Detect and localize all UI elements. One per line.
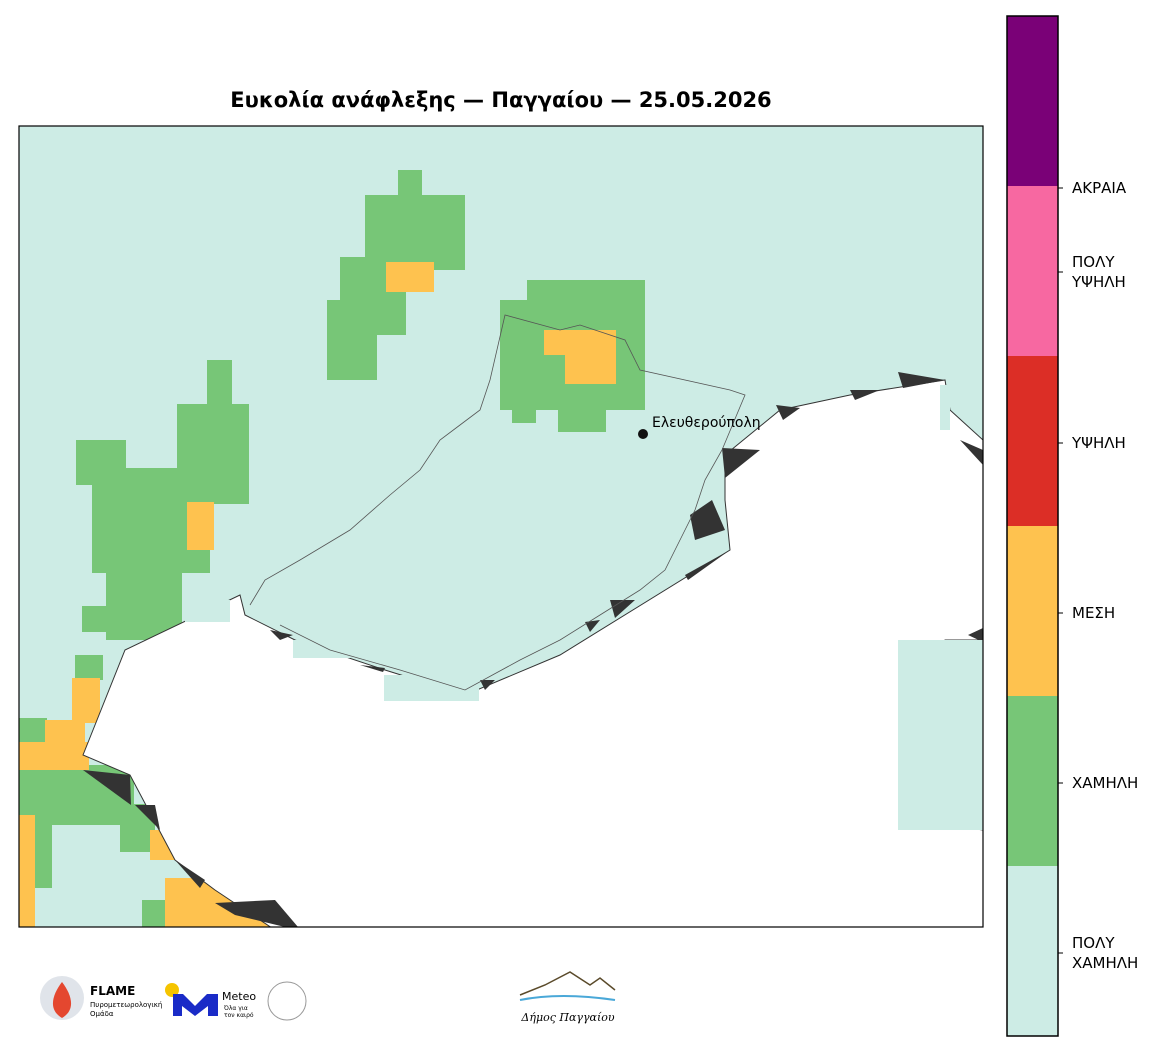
flame-icon [52,982,72,1018]
colorbar-label: ΑΚΡΑΙΑ [1072,179,1127,197]
meteo-slogan: Όλα για [223,1005,248,1012]
colorbar-segment [1007,866,1058,1036]
colorbar-label: ΠΟΛΥ [1072,253,1115,271]
municipality-logo [519,971,616,996]
flame-name: FLAME [90,984,135,998]
colorbar-segment [1007,16,1058,186]
municipality-name: Δήμος Παγγαίου [520,1011,614,1024]
municipality-wave [519,995,616,1001]
colorbar-segment [1007,356,1058,526]
coast-mask [83,372,983,927]
colorbar: ΠΟΛΥ ΧΑΜΗΛΗ ΧΑΜΗΛΗ ΜΕΣΗ ΥΨΗΛΗ ΠΟΛΥ ΥΨΗΛΗ ΑΚΡΑΙΑ [1006,15,1138,1037]
meteo-sun [165,983,179,997]
colorbar-segment [1007,186,1058,356]
municipality-boundary [249,314,746,691]
colorbar-segment [1007,526,1058,696]
place-marker [638,429,648,439]
colorbar-segment [1007,696,1058,866]
meteo-name: Meteo [222,990,256,1003]
meteo-slogan: τον καιρό [224,1012,254,1019]
colorbar-label: ΠΟΛΥ [1072,934,1115,952]
place-label: Ελευθερούπολη [652,415,761,431]
colorbar-label: ΥΨΗΛΗ [1071,273,1126,291]
flame-subtitle: Ομάδα [90,1010,114,1018]
logos: FLAME Πυρομετεωρολογική Ομάδα Meteo Όλα … [40,971,616,1024]
map-frame [18,125,984,928]
seal [267,981,307,1021]
map-title: Ευκολία ανάφλεξης — Παγγαίου — 25.05.202… [230,88,771,112]
colorbar-label: ΜΕΣΗ [1072,604,1115,622]
colorbar-label: ΧΑΜΗΛΗ [1072,954,1138,972]
map: Ελευθερούπολη [18,125,984,928]
colorbar-frame [1006,15,1059,1037]
flame-subtitle: Πυρομετεωρολογική [90,1001,162,1009]
colorbar-label: ΥΨΗΛΗ [1071,434,1126,452]
meteo-logo [173,994,218,1016]
colorbar-label: ΧΑΜΗΛΗ [1072,774,1138,792]
